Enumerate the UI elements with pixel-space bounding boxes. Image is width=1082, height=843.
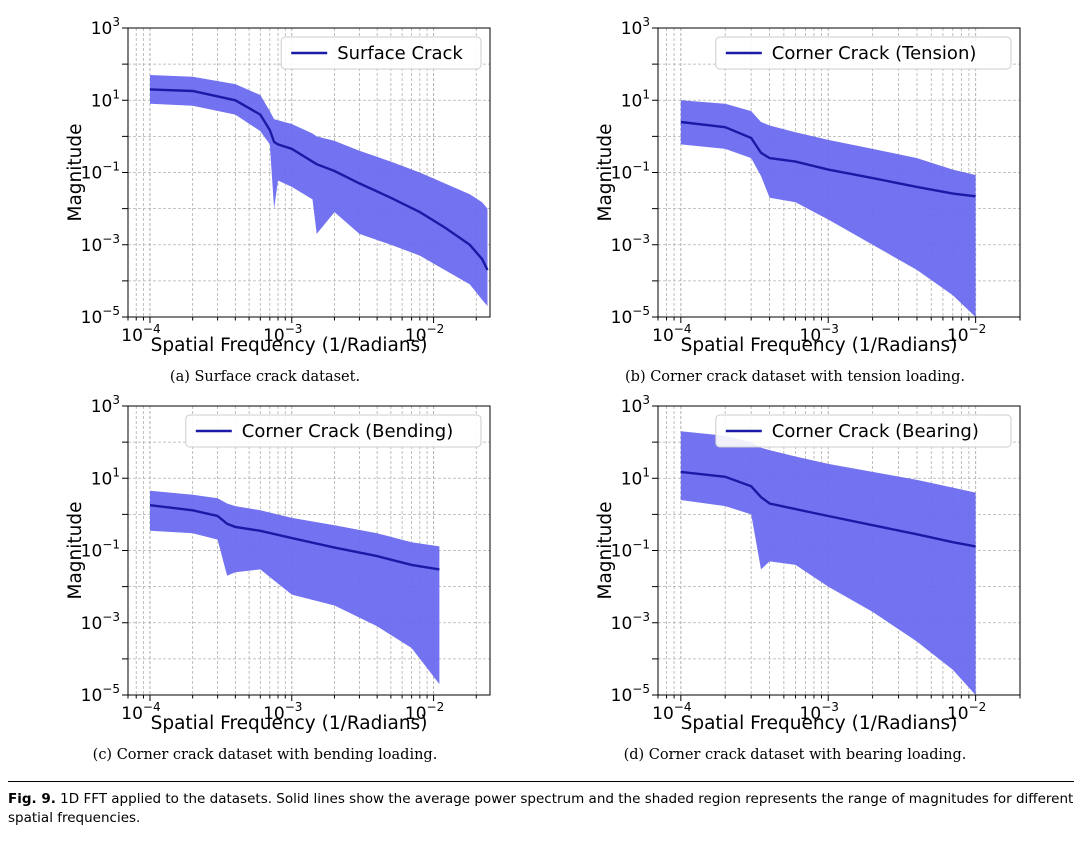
subcaption-b: (b) Corner crack dataset with tension lo…: [625, 369, 965, 385]
chart-panel-corner-crack-tension: 10−4 10−3 10−2 10−5 10−3 10−1 101 103 Spatial Fr…: [530, 8, 1060, 356]
subcaption-a: (a) Surface crack dataset.: [169, 369, 361, 385]
legend-label: Surface Crack: [337, 43, 463, 64]
x-tick-label: 10−3: [263, 700, 302, 724]
legend-box: [715, 36, 1012, 70]
x-axis-label: Spatial Frequency (1/Radians): [151, 713, 428, 734]
figure-label: Fig. 9.: [8, 791, 56, 807]
subcaption-d: (d) Corner crack dataset with bearing lo…: [623, 747, 967, 763]
y-axis-label: Magnitude: [65, 501, 86, 599]
range-band: [150, 490, 440, 685]
legend-label: Corner Crack (Bearing): [772, 421, 979, 442]
chart-panel-corner-crack-bearing: 10−4 10−3 10−2 10−5 10−3 10−1 101 103 Spatial Fr…: [530, 386, 1060, 734]
mean-line: [680, 120, 976, 198]
y-tick-label: 10−3: [81, 610, 120, 634]
mean-line: [149, 504, 440, 571]
chart-svg: 10−4 10−3 10−2 10−5 10−3 10−1 101 103 Spatial Fr…: [65, 393, 491, 734]
figure-caption: Fig. 9. 1D FFT applied to the datasets. …: [8, 790, 1076, 828]
y-tick-label: 103: [621, 15, 650, 39]
mean-line: [680, 470, 976, 548]
legend-box: [715, 414, 1012, 448]
range-band: [680, 431, 976, 695]
range-band: [680, 100, 976, 317]
y-tick-label: 10−3: [611, 610, 650, 634]
x-tick-label: 10−4: [652, 700, 691, 724]
chart-panel-surface-crack: 10−4 10−3 10−2 10−5 10−3 10−1 101 103 Spatial Fr…: [0, 8, 530, 356]
legend: Corner Crack (Bending): [185, 414, 482, 448]
legend: Surface Crack: [280, 36, 482, 70]
legend: Corner Crack (Tension): [715, 36, 1012, 70]
x-tick-label: 10−4: [652, 322, 691, 346]
y-tick-label: 101: [91, 465, 120, 489]
x-tick-label: 10−3: [263, 322, 302, 346]
y-tick-label: 103: [621, 393, 650, 417]
x-tick-label: 10−3: [800, 322, 839, 346]
y-tick-label: 101: [91, 87, 120, 111]
y-axis-label: Magnitude: [595, 501, 616, 599]
y-tick-label: 101: [621, 87, 650, 111]
mean-line: [149, 88, 489, 271]
subcaption-c: (c) Corner crack dataset with bending lo…: [92, 747, 438, 763]
x-axis-label: Spatial Frequency (1/Radians): [681, 713, 958, 734]
y-tick-label: 10−3: [81, 232, 120, 256]
x-tick-label: 10−4: [121, 322, 160, 346]
legend-box: [185, 414, 482, 448]
legend-box: [280, 36, 482, 70]
x-tick-label: 10−2: [947, 322, 986, 346]
chart-svg: 10−4 10−3 10−2 10−5 10−3 10−1 101 103 Spatial Fr…: [595, 393, 1021, 734]
x-tick-label: 10−3: [800, 700, 839, 724]
y-tick-label: 101: [621, 465, 650, 489]
y-tick-label: 10−5: [81, 304, 120, 328]
legend-label: Corner Crack (Bending): [242, 421, 453, 442]
x-tick-label: 10−4: [121, 700, 160, 724]
caption-rule: [8, 781, 1074, 782]
y-axis-label: Magnitude: [65, 123, 86, 221]
figure-caption-text: 1D FFT applied to the datasets. Solid li…: [8, 791, 1074, 826]
y-tick-label: 10−5: [81, 682, 120, 706]
y-tick-label: 10−1: [81, 538, 120, 562]
chart-panel-corner-crack-bending: 10−4 10−3 10−2 10−5 10−3 10−1 101 103 Spatial Fr…: [0, 386, 530, 734]
y-tick-label: 10−5: [611, 304, 650, 328]
x-axis-label: Spatial Frequency (1/Radians): [681, 335, 958, 356]
x-tick-label: 10−2: [947, 700, 986, 724]
y-tick-label: 103: [91, 393, 120, 417]
range-band: [150, 75, 488, 307]
y-tick-label: 10−1: [611, 160, 650, 184]
y-tick-label: 10−5: [611, 682, 650, 706]
y-tick-label: 103: [91, 15, 120, 39]
x-tick-label: 10−2: [405, 322, 444, 346]
y-tick-label: 10−1: [81, 160, 120, 184]
y-tick-label: 10−3: [611, 232, 650, 256]
x-tick-label: 10−2: [405, 700, 444, 724]
y-tick-label: 10−1: [611, 538, 650, 562]
legend: Corner Crack (Bearing): [715, 414, 1012, 448]
y-axis-label: Magnitude: [595, 123, 616, 221]
chart-svg: 10−4 10−3 10−2 10−5 10−3 10−1 101 103 Spatial Fr…: [65, 15, 491, 356]
legend-label: Corner Crack (Tension): [772, 43, 977, 64]
x-axis-label: Spatial Frequency (1/Radians): [151, 335, 428, 356]
chart-svg: 10−4 10−3 10−2 10−5 10−3 10−1 101 103 Spatial Fr…: [595, 15, 1021, 356]
